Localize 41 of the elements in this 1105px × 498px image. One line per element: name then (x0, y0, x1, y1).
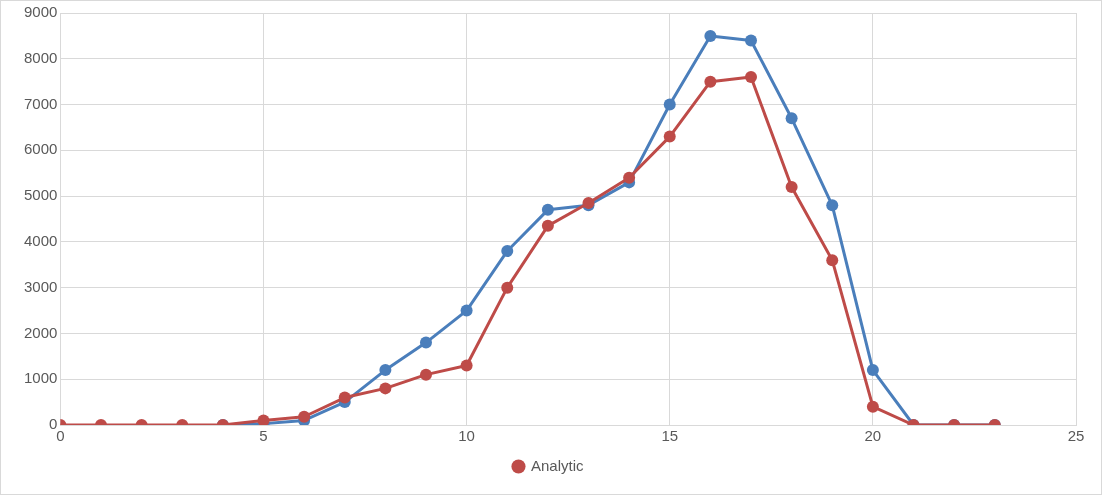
point (420, 336, 432, 349)
point (785, 112, 798, 125)
point (379, 382, 392, 395)
y-tick-label: 3000 (23, 277, 58, 295)
x-tick-label: 25 (1067, 427, 1085, 445)
point (866, 400, 879, 413)
point (298, 410, 311, 423)
point (460, 304, 473, 317)
point (501, 245, 514, 258)
y-tick-label: 2000 (23, 323, 58, 341)
point (826, 199, 839, 212)
point (501, 281, 514, 294)
point (541, 219, 554, 232)
point (745, 34, 757, 47)
y-tick-label: 1000 (23, 369, 58, 387)
x-tick-label: 10 (458, 427, 475, 445)
y-tick-label: 9000 (23, 3, 58, 21)
y-tick-label: 4000 (23, 232, 58, 250)
y-tick-label: 0 (49, 415, 58, 433)
point (541, 203, 554, 216)
y-tick-label: 5000 (23, 186, 58, 204)
legend-label: Analytic (530, 456, 585, 474)
y-tick-label: 8000 (23, 48, 58, 66)
point (663, 98, 676, 111)
point (704, 75, 717, 88)
point (420, 368, 432, 381)
point (826, 254, 839, 267)
x-tick-label: 15 (661, 427, 679, 445)
x-tick-label: 20 (864, 427, 882, 445)
point (623, 171, 636, 184)
point (460, 359, 473, 372)
point (745, 71, 757, 84)
x-tick-label: 5 (259, 427, 268, 445)
point (785, 180, 798, 193)
point (866, 364, 879, 377)
y-tick-label: 6000 (23, 140, 58, 158)
point (704, 29, 717, 42)
point (338, 391, 351, 404)
point (379, 364, 392, 377)
y-tick-label: 7000 (23, 94, 58, 112)
point (663, 130, 676, 143)
